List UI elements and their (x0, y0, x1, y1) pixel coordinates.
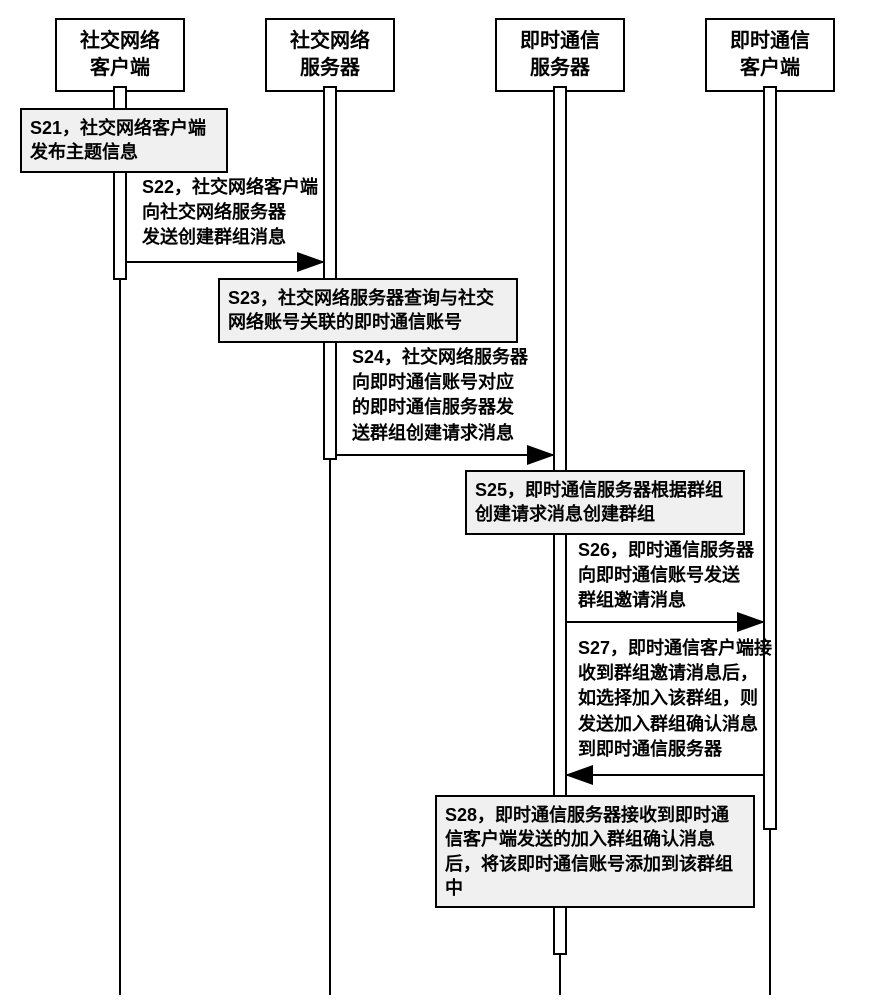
step-number: S23， (228, 288, 278, 308)
step-text-line: 收到群组邀请消息后， (578, 663, 758, 683)
step-s27-label: S27，即时通信客户端接 收到群组邀请消息后， 如选择加入该群组，则 发送加入群… (578, 636, 838, 762)
participant-sn-server: 社交网络 服务器 (265, 18, 395, 92)
step-text-line: 向社交网络服务器 (142, 202, 286, 222)
step-text-line: 发送创建群组消息 (142, 227, 286, 247)
participant-im-server: 即时通信 服务器 (495, 18, 625, 92)
step-s26-label: S26，即时通信服务器 向即时通信账号发送 群组邀请消息 (578, 538, 803, 614)
step-s28: S28，即时通信服务器接收到即时通信客户端发送的加入群组确认消息后，将该即时通信… (435, 795, 755, 908)
step-number: S25， (475, 480, 525, 500)
step-text-line: 即时通信服务器 (628, 540, 754, 560)
participant-label: 服务器 (300, 57, 360, 79)
step-s22-label: S22，社交网络客户端 向社交网络服务器 发送创建群组消息 (142, 175, 352, 251)
step-number: S22， (142, 177, 192, 197)
step-text-line: 的即时通信服务器发 (352, 397, 514, 417)
step-text-line: 送群组创建请求消息 (352, 423, 514, 443)
participant-label: 社交网络 (290, 30, 370, 52)
activation-sn-server (323, 86, 337, 460)
step-number: S28， (445, 805, 495, 825)
step-number: S21， (30, 118, 80, 138)
step-s24-label: S24，社交网络服务器 向即时通信账号对应 的即时通信服务器发 送群组创建请求消… (352, 345, 577, 446)
step-number: S24， (352, 347, 402, 367)
step-number: S26， (578, 540, 628, 560)
participant-label: 客户端 (740, 57, 800, 79)
participant-label: 社交网络 (80, 30, 160, 52)
step-text-line: 向即时通信账号对应 (352, 372, 514, 392)
step-text-line: 如选择加入该群组，则 (578, 688, 758, 708)
participant-label: 即时通信 (520, 30, 600, 52)
step-text-line: 群组邀请消息 (578, 590, 686, 610)
step-s25: S25，即时通信服务器根据群组创建请求消息创建群组 (465, 470, 745, 535)
participant-label: 即时通信 (730, 30, 810, 52)
step-s23: S23，社交网络服务器查询与社交网络账号关联的即时通信账号 (218, 278, 518, 343)
participant-im-client: 即时通信 客户端 (705, 18, 835, 92)
step-text-line: 到即时通信服务器 (578, 739, 722, 759)
step-text-line: 社交网络客户端 (192, 177, 318, 197)
step-number: S27， (578, 638, 628, 658)
participant-label: 服务器 (530, 57, 590, 79)
step-text-line: 即时通信客户端接 (628, 638, 772, 658)
participant-sn-client: 社交网络 客户端 (55, 18, 185, 92)
participant-label: 客户端 (90, 57, 150, 79)
sequence-diagram: 社交网络 客户端 社交网络 服务器 即时通信 服务器 即时通信 客户端 S21，… (0, 0, 885, 1000)
step-text-line: 发送加入群组确认消息 (578, 714, 758, 734)
step-s21: S21，社交网络客户端发布主题信息 (20, 108, 228, 173)
step-text-line: 社交网络服务器 (402, 347, 528, 367)
step-text-line: 向即时通信账号发送 (578, 565, 740, 585)
